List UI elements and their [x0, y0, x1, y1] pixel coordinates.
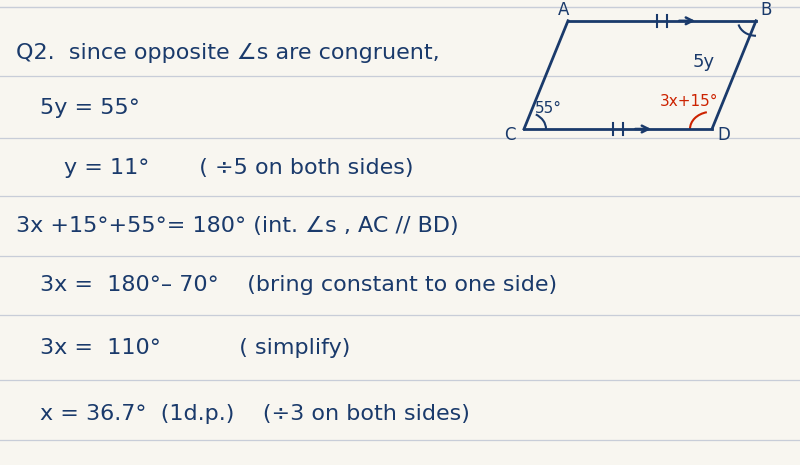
Text: C: C: [504, 126, 515, 144]
Text: x = 36.7°  (1d.p.)    (÷3 on both sides): x = 36.7° (1d.p.) (÷3 on both sides): [40, 405, 470, 425]
Text: B: B: [761, 1, 772, 19]
Text: 3x+15°: 3x+15°: [660, 94, 718, 109]
Text: A: A: [558, 1, 570, 19]
Text: 55°: 55°: [534, 101, 562, 116]
Text: 5y = 55°: 5y = 55°: [40, 98, 140, 118]
Text: D: D: [718, 126, 730, 144]
Text: 3x =  110°           ( simplify): 3x = 110° ( simplify): [40, 338, 350, 358]
Text: Q2.  since opposite ∠s are congruent,: Q2. since opposite ∠s are congruent,: [16, 43, 440, 63]
Text: 3x =  180°– 70°    (bring constant to one side): 3x = 180°– 70° (bring constant to one si…: [40, 275, 557, 295]
Text: y = 11°       ( ÷5 on both sides): y = 11° ( ÷5 on both sides): [64, 158, 414, 178]
Text: 5y: 5y: [693, 53, 715, 71]
Text: 3x +15°+55°= 180° (int. ∠s , AC // BD): 3x +15°+55°= 180° (int. ∠s , AC // BD): [16, 216, 458, 236]
